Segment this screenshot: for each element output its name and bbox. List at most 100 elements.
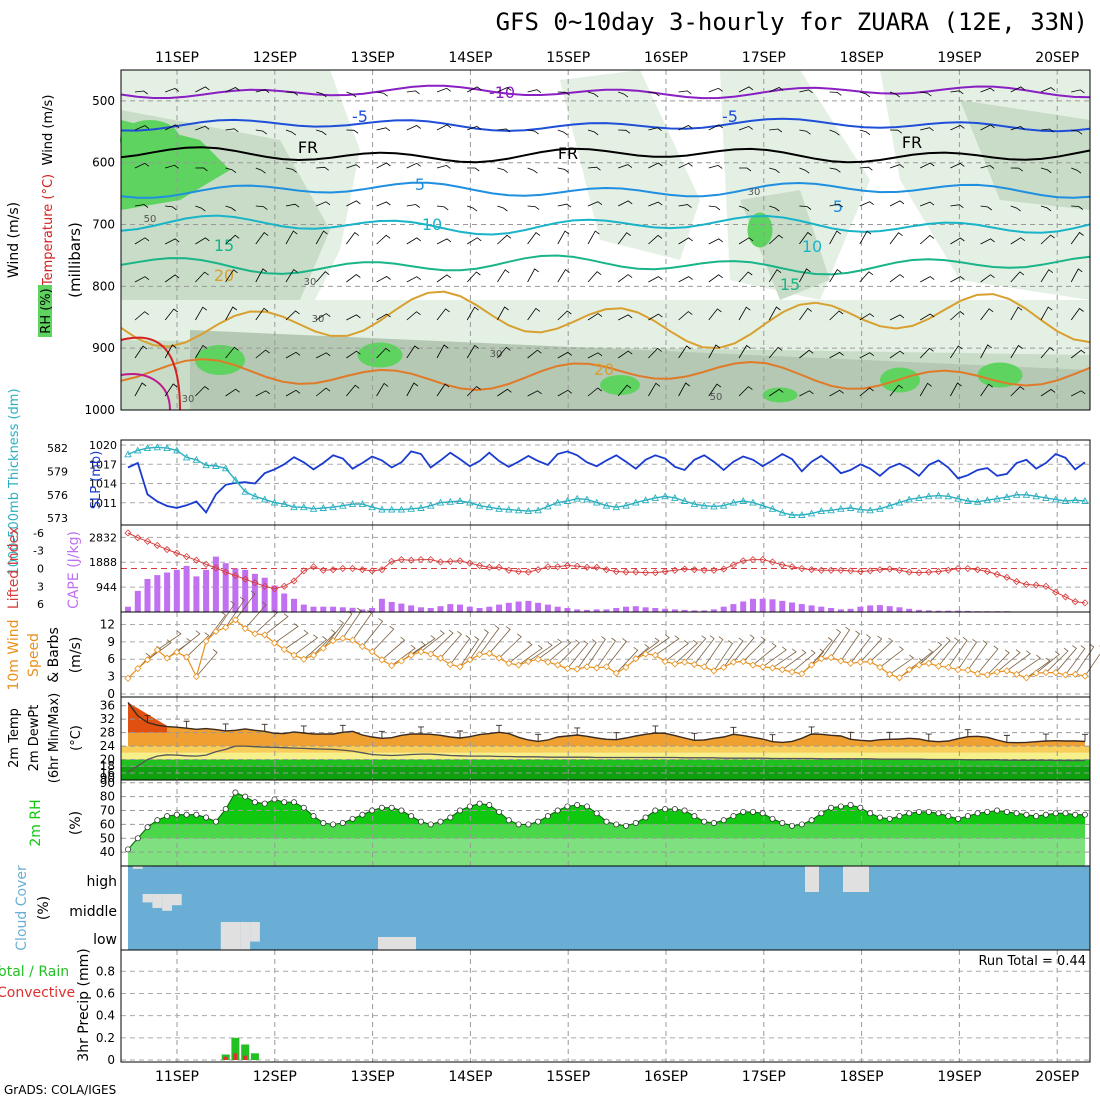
upper-ylabel-rh: RH (%) (39, 288, 54, 333)
rh2m-point (243, 794, 248, 799)
cloud-clear-bar-middle (143, 894, 153, 902)
cloud-clear-bar-low (231, 922, 241, 950)
rh2m-point (907, 811, 912, 816)
upper-ytick-label: 1000 (84, 403, 115, 417)
temp-band-mild (121, 753, 1090, 760)
rh2m-point (653, 808, 658, 813)
precip-ytick-label: 0.2 (96, 1031, 115, 1045)
temp-ylabel-a: 2m Temp (7, 708, 22, 768)
upper-ylabel-temp: Temperature (°C) (41, 174, 56, 287)
cape-bar (897, 607, 903, 612)
cape-ytick-label: 1888 (89, 556, 117, 569)
upper-ylabel-units: (millibars) (66, 222, 84, 298)
thickness-ytick-label: 576 (47, 489, 68, 502)
cape-bar (779, 601, 785, 612)
rh2m-ylabel-units: (%) (68, 811, 84, 835)
top-date-label: 11SEP (155, 50, 199, 66)
rh2m-point (594, 811, 599, 816)
rh2m-point (975, 811, 980, 816)
bottom-date-label: 18SEP (840, 1069, 884, 1085)
rh2m-ytick-label: 80 (100, 790, 115, 804)
cape-bar (291, 599, 297, 612)
contour-label: FR (298, 138, 318, 157)
cape-ylabel-cape: CAPE (J/kg) (66, 531, 82, 609)
cape-bar (721, 607, 727, 612)
cloud-clear-bar-middle (152, 894, 162, 908)
top-date-label: 15SEP (546, 50, 590, 66)
cape-bar (887, 606, 893, 612)
top-date-label: 16SEP (644, 50, 688, 66)
cape-bar (174, 570, 180, 612)
cape-bar (525, 601, 531, 612)
bottom-date-label: 13SEP (351, 1069, 395, 1085)
temp-ylabel-b: 2m DewPt (27, 705, 42, 772)
cloud-clear-bar-middle (172, 894, 182, 905)
rh2m-point (438, 819, 443, 824)
rh2m-point (838, 804, 843, 809)
rh2m-point (829, 805, 834, 810)
top-date-label: 13SEP (351, 50, 395, 66)
rh2m-point (321, 820, 326, 825)
rh2m-point (262, 801, 267, 806)
rh2m-point (399, 808, 404, 813)
rh2m-point (165, 814, 170, 819)
cape-bar (389, 602, 395, 612)
rh2m-point (155, 818, 160, 823)
rh2m-point (575, 802, 580, 807)
cape-ylabel-li: Lifted Index (6, 527, 22, 609)
cape-bar (730, 604, 736, 612)
thickness-ytick-label: 579 (47, 465, 68, 478)
cape-bar (311, 607, 317, 612)
rh2m-point (477, 801, 482, 806)
cape-bar (633, 606, 639, 612)
credit-label: GrADS: COLA/IGES (4, 1083, 116, 1097)
upper-ytick-label: 500 (92, 94, 115, 108)
li-ytick-label: 3 (37, 580, 44, 593)
temp-ylabel-c: (6hr Min/Max) (47, 693, 62, 783)
contour-label: 20 (594, 360, 614, 379)
cape-bar (760, 599, 766, 612)
precip-conv-bar (243, 1056, 247, 1060)
rh2m-point (565, 804, 570, 809)
contour-label: 30 (748, 187, 761, 198)
contour-label: 30 (182, 394, 195, 405)
cape-bar (564, 608, 570, 612)
rh2m-ytick-label: 50 (100, 831, 115, 845)
rh2m-point (340, 820, 345, 825)
cape-bar (750, 599, 756, 612)
rh2m-point (184, 812, 189, 817)
rh2m-point (506, 818, 511, 823)
cape-bar (477, 608, 483, 612)
contour-label: 10 (802, 237, 822, 256)
top-date-label: 12SEP (253, 50, 297, 66)
cape-bar (652, 608, 658, 612)
cape-bar (643, 607, 649, 612)
rh2m-point (633, 820, 638, 825)
rh2m-point (536, 819, 541, 824)
wind-ytick-label: 12 (100, 617, 115, 631)
cape-bar (613, 608, 619, 612)
rh2m-point (995, 808, 1000, 813)
rh2m-ytick-label: 40 (100, 845, 115, 859)
cloud-clear-bar-low (240, 922, 250, 950)
cape-bar (740, 602, 746, 613)
rh2m-point (194, 812, 199, 817)
precip-conv-bar (224, 1057, 228, 1060)
rh2m-point (770, 816, 775, 821)
rh2m-point (731, 814, 736, 819)
rh2m-point (555, 808, 560, 813)
rh2m-point (956, 816, 961, 821)
cape-bar (467, 607, 473, 612)
li-ytick-label: 0 (37, 563, 44, 576)
cloud-clear-bar-middle (162, 894, 172, 911)
precip-ylabel-total: Total / Rain (0, 964, 69, 980)
cape-bar (799, 604, 805, 612)
rh2m-point (467, 804, 472, 809)
rh2m-point (682, 808, 687, 813)
contour-label: 10 (422, 215, 442, 234)
temp-ytick-label: 36 (100, 699, 115, 713)
cloud-clear-bar-low (378, 937, 416, 950)
cape-bar (857, 607, 863, 612)
